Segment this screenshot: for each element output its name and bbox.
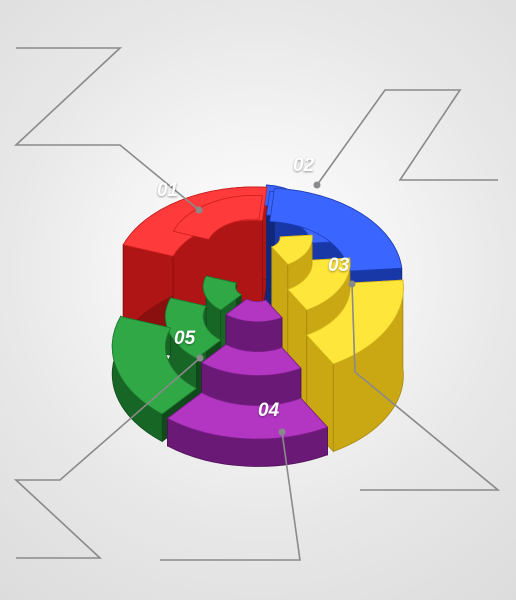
leader-dot-01 [196,207,203,214]
infographic-stage: 0102030405 [0,0,516,600]
leader-dot-02 [314,182,321,189]
leader-dot-04 [279,429,286,436]
leader-dot-03 [349,281,356,288]
pie-3d-svg [0,0,516,600]
leader-line-01 [16,48,199,210]
leader-dot-05 [197,355,204,362]
leader-line-02 [317,90,498,185]
